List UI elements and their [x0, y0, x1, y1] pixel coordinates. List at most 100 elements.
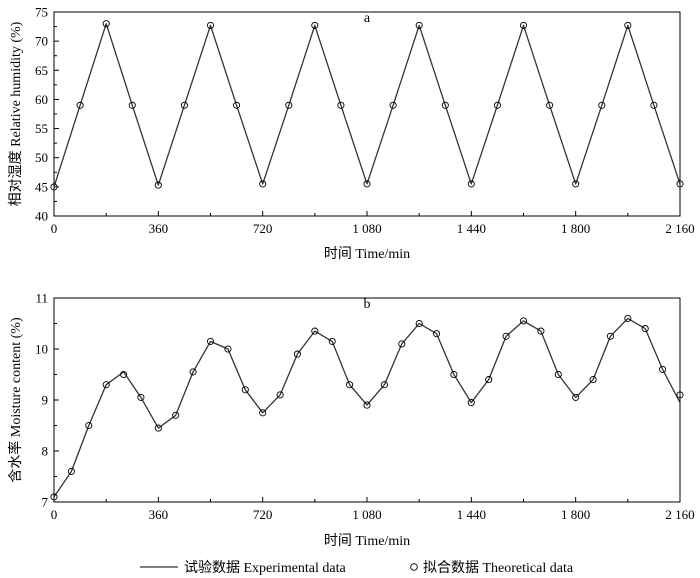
data-point-theoretical-b	[154, 424, 162, 432]
y-tick-label: 50	[35, 150, 48, 165]
data-point-theoretical-a	[676, 180, 684, 188]
y-axis-title-b: 含水率 Moisture content (%)	[7, 317, 24, 483]
x-tick-label: 0	[51, 507, 58, 522]
data-point-theoretical-a	[285, 101, 293, 109]
data-point-theoretical-b	[450, 370, 458, 379]
plot-frame-b	[53, 297, 681, 503]
data-point-theoretical-a	[650, 101, 658, 109]
data-point-theoretical-b	[433, 330, 441, 338]
data-point-theoretical-b	[50, 493, 58, 501]
data-point-theoretical-a	[441, 101, 449, 109]
data-point-theoretical-b	[189, 368, 197, 376]
data-point-theoretical-b	[589, 376, 597, 384]
legend-theoretical-label: 拟合数据 Theoretical data	[423, 560, 574, 576]
data-point-theoretical-b	[224, 345, 232, 353]
data-point-theoretical-b	[137, 393, 145, 401]
x-tick-label: 2 160	[665, 221, 694, 236]
panel-a-relative-humidity: a 0 360 720 1 080 1 440 1 800 2 160 40 45 50 55 60 65…	[8, 5, 695, 263]
data-point-theoretical-a	[259, 180, 267, 188]
data-point-theoretical-b	[398, 340, 406, 348]
y-tick-label: 8	[42, 444, 49, 459]
data-point-theoretical-b	[502, 332, 510, 340]
y-tick-label: 11	[35, 291, 48, 306]
data-point-theoretical-b	[172, 411, 180, 419]
y-tick-label: 7	[42, 495, 49, 510]
data-point-theoretical-a	[337, 101, 345, 109]
data-point-theoretical-b	[276, 391, 284, 399]
x-tick-label: 1 440	[457, 221, 486, 236]
y-axis-title-a: 相对湿度 Relative humidity (%)	[8, 21, 24, 206]
data-point-theoretical-b	[624, 314, 632, 322]
data-point-theoretical-b	[346, 381, 354, 389]
series-line-experimental-b	[54, 317, 680, 498]
data-point-theoretical-b	[676, 391, 684, 399]
x-tick-label: 360	[149, 507, 169, 522]
data-point-theoretical-a	[598, 101, 606, 109]
data-point-theoretical-b	[537, 327, 545, 335]
data-point-theoretical-b	[467, 399, 475, 407]
y-tick-label: 65	[35, 63, 48, 78]
data-point-theoretical-a	[363, 180, 371, 188]
data-point-theoretical-b	[415, 319, 423, 328]
x-tick-label: 360	[149, 221, 169, 236]
data-point-theoretical-a	[76, 101, 84, 109]
data-point-theoretical-a	[389, 101, 397, 109]
data-point-theoretical-a	[128, 101, 136, 109]
x-tick-label: 0	[51, 221, 58, 236]
data-point-theoretical-b	[206, 337, 215, 345]
data-point-theoretical-b	[659, 365, 667, 373]
data-point-theoretical-a	[233, 101, 241, 109]
data-point-theoretical-b	[572, 393, 580, 401]
data-point-theoretical-a	[493, 101, 501, 109]
data-point-theoretical-b	[519, 317, 528, 325]
data-point-theoretical-a	[624, 21, 632, 29]
data-point-theoretical-a	[206, 21, 215, 29]
legend-experimental-label: 试验数据 Experimental data	[184, 560, 347, 576]
x-tick-label: 1 080	[352, 507, 381, 522]
x-tick-label: 1 440	[457, 507, 486, 522]
data-point-theoretical-a	[572, 180, 580, 188]
data-point-theoretical-b	[259, 409, 267, 417]
x-tick-label: 1 800	[561, 507, 590, 522]
x-tick-label: 2 160	[665, 507, 694, 522]
data-point-theoretical-a	[415, 21, 423, 29]
y-tick-label: 45	[35, 179, 48, 194]
data-point-theoretical-a	[311, 21, 319, 29]
data-point-theoretical-b	[67, 467, 75, 475]
x-axis-title-b: 时间 Time/min	[324, 533, 410, 549]
data-point-theoretical-a	[154, 181, 162, 189]
panel-b-moisture-content: b 0 360 720 1 080 1 440 1 800 2 160 7 8 9 10 11 时间 Ti…	[7, 291, 695, 550]
data-point-theoretical-a	[180, 101, 188, 109]
data-point-theoretical-b	[485, 376, 493, 384]
data-point-theoretical-a	[546, 101, 554, 109]
x-tick-label: 1 080	[352, 221, 381, 236]
panel-letter-b: b	[364, 297, 371, 312]
y-tick-label: 60	[35, 92, 48, 107]
data-point-theoretical-b	[363, 401, 371, 409]
panel-letter-a: a	[364, 11, 371, 26]
x-tick-label: 1 800	[561, 221, 590, 236]
y-tick-label: 10	[35, 342, 48, 357]
y-tick-label: 70	[35, 34, 48, 49]
y-tick-label: 9	[42, 393, 49, 408]
data-point-theoretical-b	[380, 381, 388, 389]
data-point-theoretical-b	[102, 381, 110, 389]
data-point-theoretical-a	[50, 183, 58, 191]
y-tick-label: 40	[35, 209, 48, 224]
legend: 试验数据 Experimental data 拟合数据 Theoretical …	[140, 560, 574, 576]
data-point-theoretical-a	[519, 21, 528, 29]
series-line-experimental-a	[54, 23, 680, 188]
data-point-theoretical-a	[467, 180, 475, 188]
y-tick-label: 75	[35, 5, 48, 20]
data-point-theoretical-b	[554, 370, 562, 379]
plot-frame-a	[53, 11, 681, 217]
data-point-theoretical-b	[85, 421, 93, 430]
data-point-theoretical-b	[328, 337, 336, 345]
data-point-theoretical-a	[102, 20, 110, 28]
data-point-theoretical-b	[293, 350, 301, 358]
x-axis-title-a: 时间 Time/min	[324, 246, 410, 262]
data-point-theoretical-b	[641, 325, 649, 333]
legend-theoretical-marker-sample	[410, 563, 418, 571]
data-point-theoretical-b	[311, 327, 319, 335]
